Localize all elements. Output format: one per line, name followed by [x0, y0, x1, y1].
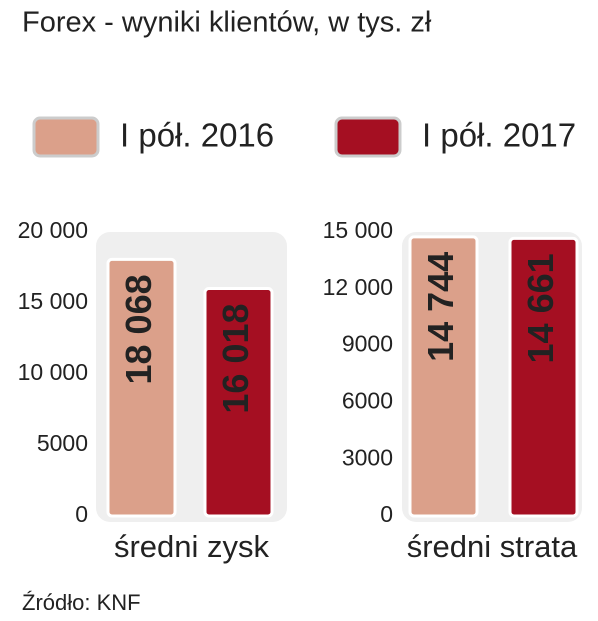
y-tick-label: 15 000 [18, 288, 88, 314]
y-tick-label: 3000 [342, 444, 393, 470]
value-label: 14 661 [520, 253, 561, 363]
y-tick-label: 5000 [37, 430, 88, 456]
bar [408, 235, 479, 518]
legend-label: I pół. 2016 [120, 117, 274, 154]
y-tick-label: 10 000 [18, 359, 88, 385]
bar [203, 287, 274, 518]
chart-title: Forex - wyniki klientów, w tys. zł [22, 7, 432, 39]
value-label: 18 068 [118, 274, 159, 384]
x-tick-label: średni strata [407, 529, 578, 564]
bar [508, 236, 579, 518]
x-tick-label: średni zysk [114, 529, 270, 564]
y-tick-label: 9000 [342, 331, 393, 357]
legend-swatch [334, 116, 402, 158]
legend-label: I pół. 2017 [422, 117, 576, 154]
legend-swatch [32, 116, 100, 158]
y-tick-label: 0 [380, 501, 393, 527]
bar [106, 257, 177, 518]
y-tick-label: 15 000 [323, 217, 393, 243]
y-tick-label: 20 000 [18, 217, 88, 243]
source: Źródło: KNF [22, 590, 141, 615]
y-tick-label: 0 [75, 501, 88, 527]
value-label: 14 744 [420, 252, 461, 362]
y-tick-label: 12 000 [323, 274, 393, 300]
value-label: 16 018 [215, 303, 256, 413]
y-tick-label: 6000 [342, 387, 393, 413]
